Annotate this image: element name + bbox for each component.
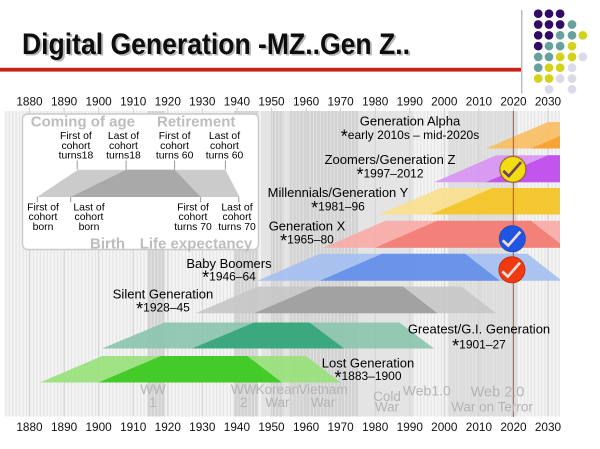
svg-text:turns18: turns18: [59, 151, 94, 162]
svg-text:1920: 1920: [155, 420, 182, 434]
svg-text:1930: 1930: [189, 94, 216, 108]
svg-text:*1981–96: *1981–96: [311, 198, 365, 218]
svg-text:1890: 1890: [51, 420, 78, 434]
svg-text:Last of: Last of: [209, 131, 240, 142]
svg-text:Web 2.0: Web 2.0: [471, 385, 525, 401]
svg-text:1910: 1910: [120, 94, 147, 108]
svg-text:cohort: cohort: [109, 141, 138, 152]
svg-text:born: born: [33, 222, 54, 233]
svg-text:2030: 2030: [535, 94, 562, 108]
svg-text:1900: 1900: [85, 94, 112, 108]
svg-text:Last of: Last of: [221, 203, 252, 214]
svg-text:2: 2: [240, 395, 248, 410]
svg-text:cohort: cohort: [75, 212, 104, 223]
svg-text:2020: 2020: [500, 94, 527, 108]
svg-text:War on Terror: War on Terror: [451, 400, 533, 415]
svg-text:Generation X: Generation X: [269, 219, 346, 234]
svg-text:WW: WW: [140, 382, 166, 397]
svg-text:1940: 1940: [224, 94, 251, 108]
svg-text:1880: 1880: [16, 94, 43, 108]
svg-text:cohort: cohort: [179, 212, 208, 223]
svg-text:Retirement: Retirement: [157, 113, 235, 130]
svg-text:Greatest/G.I. Generation: Greatest/G.I. Generation: [408, 322, 550, 337]
svg-text:First of: First of: [27, 203, 59, 214]
svg-text:1980: 1980: [362, 94, 389, 108]
svg-text:1950: 1950: [258, 420, 285, 434]
svg-text:1880: 1880: [16, 420, 43, 434]
svg-text:*1946–64: *1946–64: [202, 268, 256, 288]
svg-text:born: born: [79, 222, 100, 233]
svg-text:First of: First of: [60, 131, 92, 142]
svg-text:turns 60: turns 60: [206, 151, 244, 162]
svg-text:Silent Generation: Silent Generation: [113, 287, 213, 302]
svg-text:*1928–45: *1928–45: [136, 299, 190, 319]
svg-text:First of: First of: [159, 131, 191, 142]
svg-text:cohort: cohort: [160, 141, 189, 152]
svg-text:1890: 1890: [51, 94, 78, 108]
svg-text:Last of: Last of: [108, 131, 139, 142]
svg-text:cohort: cohort: [210, 141, 239, 152]
svg-text:Generation Alpha: Generation Alpha: [360, 114, 461, 129]
svg-text:1980: 1980: [362, 420, 389, 434]
svg-text:Cold: Cold: [373, 389, 401, 404]
svg-text:*1883–1900: *1883–1900: [334, 367, 401, 387]
svg-text:First of: First of: [177, 203, 209, 214]
svg-text:1910: 1910: [120, 420, 147, 434]
svg-text:Korean: Korean: [256, 382, 300, 397]
svg-text:*1965–80: *1965–80: [280, 231, 334, 251]
svg-text:1: 1: [149, 395, 157, 410]
svg-text:Vietnam: Vietnam: [298, 382, 347, 397]
svg-text:1970: 1970: [327, 420, 354, 434]
svg-text:2020: 2020: [500, 420, 527, 434]
svg-text:Lost Generation: Lost Generation: [322, 356, 415, 371]
svg-text:1930: 1930: [189, 420, 216, 434]
svg-text:War: War: [375, 400, 400, 415]
svg-text:Digital Generation -MZ..Gen Z.: Digital Generation -MZ..Gen Z..: [24, 30, 412, 63]
svg-text:2010: 2010: [466, 94, 493, 108]
svg-text:1940: 1940: [224, 420, 251, 434]
svg-text:2010: 2010: [466, 420, 493, 434]
svg-text:Digital Generation -MZ..Gen Z.: Digital Generation -MZ..Gen Z..: [22, 28, 410, 61]
svg-text:Baby Boomers: Baby Boomers: [186, 256, 272, 271]
svg-text:Zoomers/Generation Z: Zoomers/Generation Z: [325, 152, 456, 167]
svg-text:turns 70: turns 70: [174, 222, 212, 233]
svg-text:turns 60: turns 60: [156, 151, 194, 162]
svg-text:turns18: turns18: [106, 151, 141, 162]
svg-text:Birth: Birth: [90, 236, 125, 253]
svg-text:Web1.0: Web1.0: [403, 383, 451, 399]
svg-text:War: War: [311, 395, 336, 410]
svg-text:*early 2010s – mid-2020s: *early 2010s – mid-2020s: [341, 126, 479, 146]
svg-text:1960: 1960: [293, 420, 320, 434]
svg-text:1900: 1900: [85, 420, 112, 434]
svg-text:cohort: cohort: [61, 141, 90, 152]
svg-text:Life expectancy: Life expectancy: [140, 236, 253, 253]
svg-text:Millennials/Generation Y: Millennials/Generation Y: [268, 185, 409, 200]
svg-text:WW: WW: [231, 382, 257, 397]
svg-text:2030: 2030: [535, 420, 562, 434]
svg-text:*1997–2012: *1997–2012: [356, 165, 423, 185]
svg-text:2000: 2000: [431, 94, 458, 108]
svg-text:1920: 1920: [155, 94, 182, 108]
svg-text:1960: 1960: [293, 94, 320, 108]
svg-text:1970: 1970: [327, 94, 354, 108]
svg-text:Last of: Last of: [73, 203, 104, 214]
svg-text:1990: 1990: [397, 94, 424, 108]
svg-text:*1901–27: *1901–27: [452, 336, 506, 356]
svg-text:cohort: cohort: [223, 212, 252, 223]
svg-text:Coming of age: Coming of age: [31, 113, 135, 130]
svg-text:2000: 2000: [431, 420, 458, 434]
svg-text:1950: 1950: [258, 94, 285, 108]
svg-text:1990: 1990: [397, 420, 424, 434]
svg-text:turns 70: turns 70: [218, 222, 256, 233]
svg-text:cohort: cohort: [29, 212, 58, 223]
svg-text:War: War: [265, 395, 290, 410]
